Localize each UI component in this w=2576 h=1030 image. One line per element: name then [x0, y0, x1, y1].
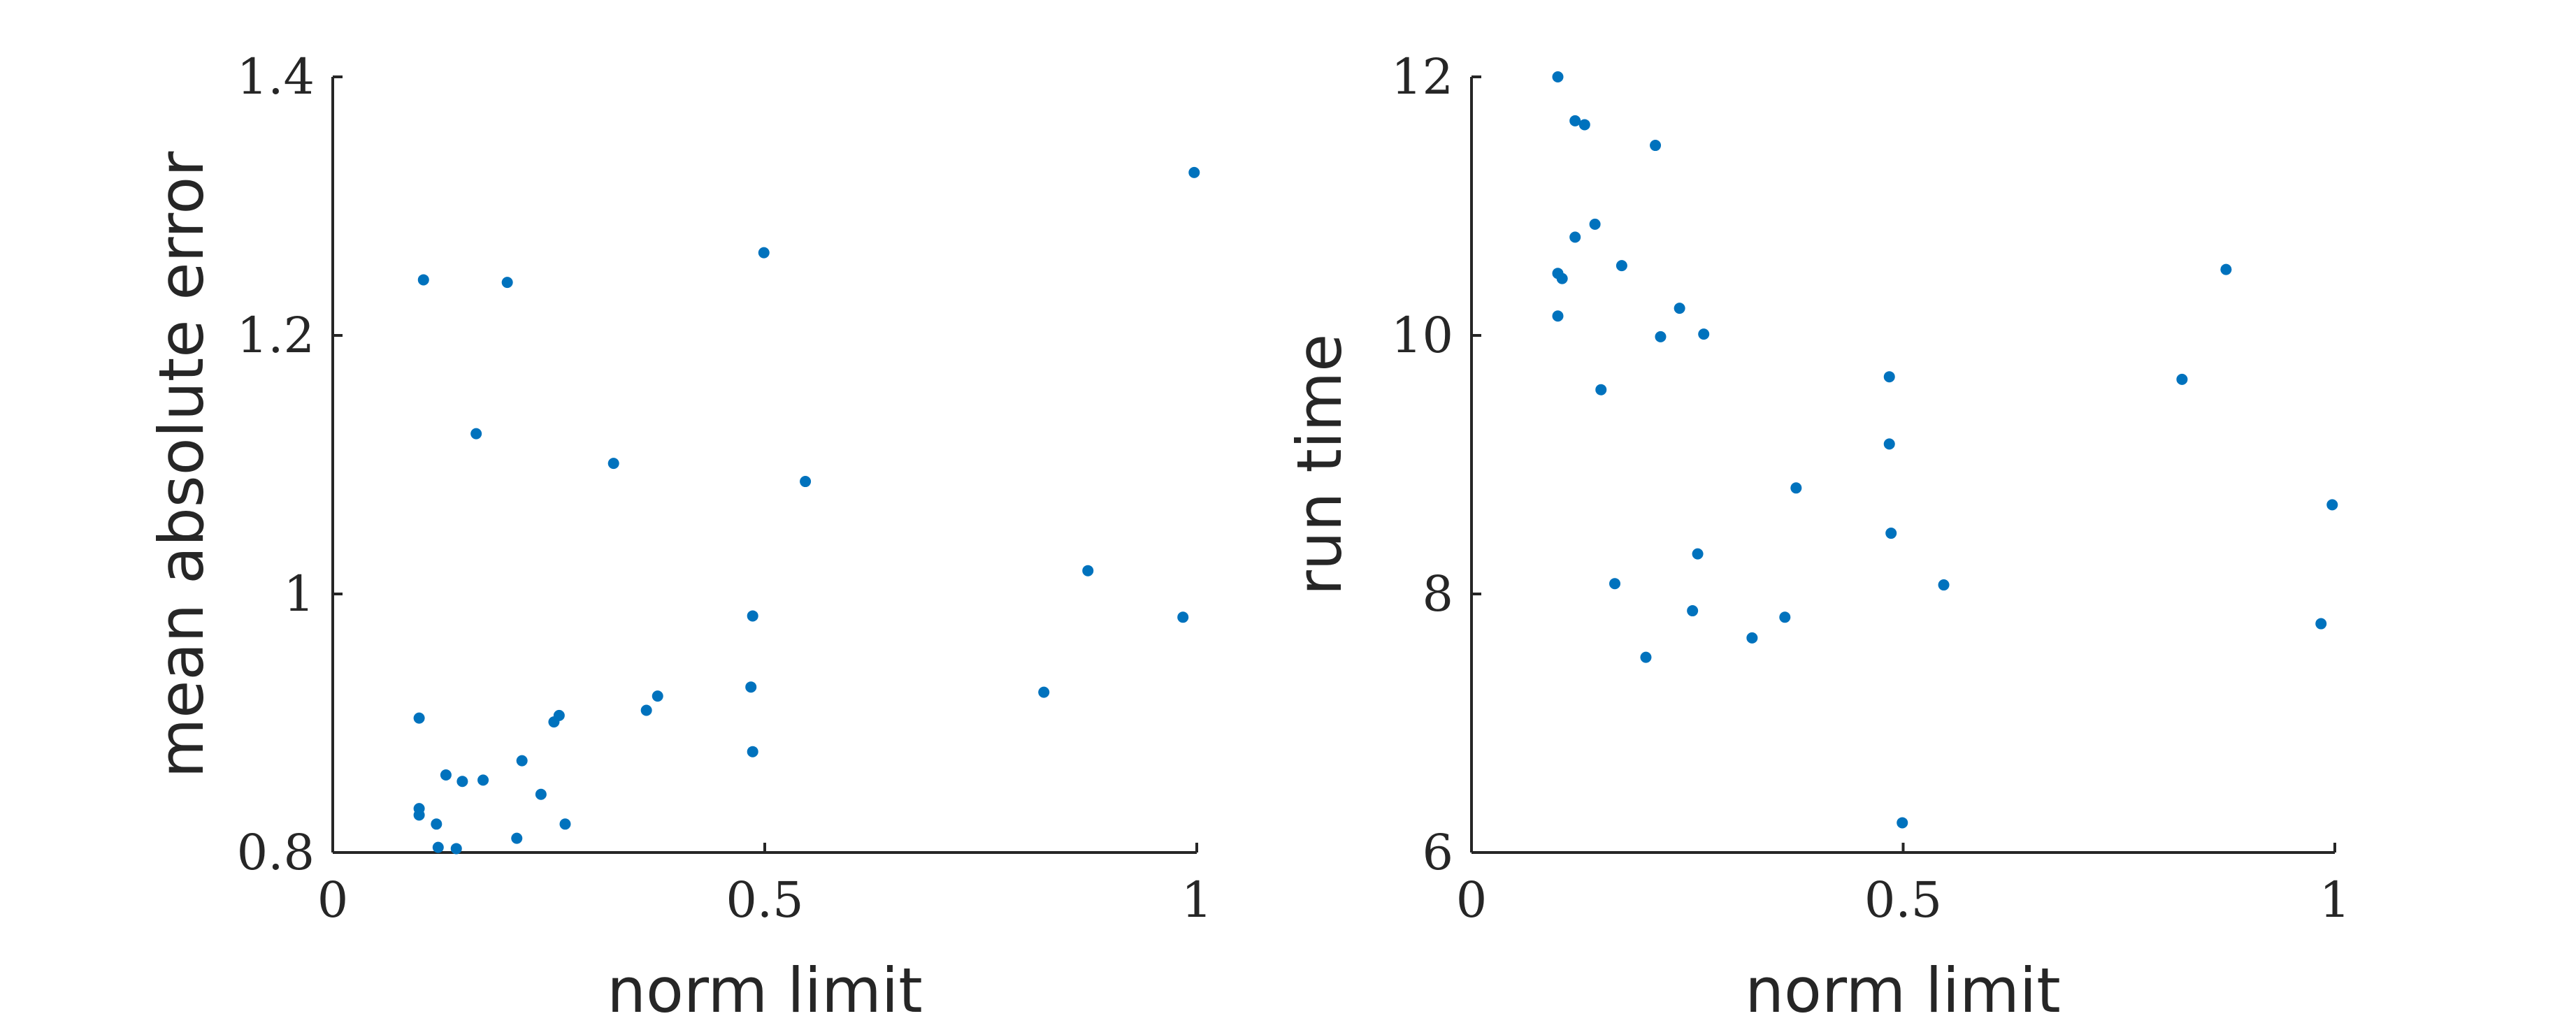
x-tick-label: 1: [2319, 871, 2351, 929]
data-point: [470, 428, 482, 440]
data-point: [1640, 651, 1652, 663]
data-point: [1616, 260, 1627, 272]
data-point: [747, 746, 758, 757]
data-point: [1177, 611, 1189, 623]
x-axis-label: norm limit: [1745, 955, 2061, 1027]
y-tick-label: 1.4: [237, 48, 315, 106]
data-point: [1188, 166, 1200, 178]
data-point: [431, 818, 442, 830]
data-point: [1885, 528, 1897, 539]
point-group: [1552, 71, 2338, 829]
data-point: [1779, 611, 1791, 623]
data-point: [511, 832, 523, 844]
data-point: [747, 610, 758, 622]
x-tick-label: 1: [1181, 871, 1213, 929]
data-point: [1650, 140, 1662, 152]
data-point: [1578, 119, 1590, 131]
y-tick-label: 12: [1391, 48, 1453, 106]
y-tick-label: 1: [283, 565, 315, 623]
point-group: [413, 166, 1200, 855]
data-point: [559, 818, 571, 830]
data-point: [477, 774, 489, 786]
data-point: [2220, 263, 2232, 275]
data-point: [2315, 618, 2327, 630]
data-point: [1687, 605, 1699, 617]
data-point: [758, 247, 770, 259]
data-point: [1609, 578, 1621, 590]
y-tick-label: 1.2: [237, 307, 315, 364]
data-point: [800, 476, 812, 488]
data-point: [1790, 482, 1802, 494]
data-point: [1082, 565, 1094, 576]
x-tick-label: 0: [1456, 871, 1488, 929]
data-point: [1938, 579, 1950, 591]
data-point: [440, 769, 452, 781]
data-point: [1595, 384, 1607, 396]
data-point: [516, 755, 528, 767]
data-point: [1746, 632, 1758, 644]
data-point: [2176, 373, 2188, 385]
data-point: [1698, 328, 1710, 340]
data-point: [1692, 548, 1704, 560]
data-point: [2326, 499, 2338, 511]
data-point: [413, 712, 425, 724]
data-point: [432, 841, 444, 853]
data-point: [1883, 371, 1895, 383]
data-point: [607, 458, 619, 470]
data-point: [501, 277, 513, 289]
data-point: [548, 716, 560, 728]
x-tick-label: 0.5: [1864, 871, 1942, 929]
y-axis-label: run time: [1283, 334, 1355, 596]
y-tick-label: 8: [1422, 565, 1453, 623]
x-tick-label: 0: [317, 871, 349, 929]
data-point: [640, 704, 652, 716]
data-point: [1589, 218, 1601, 230]
data-point: [417, 274, 429, 286]
data-point: [1556, 273, 1568, 284]
data-point: [456, 776, 468, 788]
data-point: [413, 809, 425, 821]
data-point: [1552, 71, 1564, 82]
y-axis-label: mean absolute error: [145, 151, 217, 778]
data-point: [535, 788, 547, 800]
data-point: [652, 690, 663, 702]
y-tick-label: 6: [1422, 824, 1453, 881]
data-point: [1552, 310, 1564, 322]
data-point: [1038, 686, 1050, 698]
tick-group: 0 0.5 1 0.8 1 1.2 1.4: [237, 48, 1213, 929]
data-point: [1897, 817, 1908, 829]
data-point: [1655, 331, 1667, 342]
data-point: [1569, 115, 1581, 126]
data-point: [450, 843, 462, 855]
x-tick-label: 0.5: [726, 871, 803, 929]
panel-mean-absolute-error: 0 0.5 1 0.8 1 1.2 1.4 norm limit mean absolute…: [145, 48, 1212, 1027]
x-axis-label: norm limit: [607, 955, 923, 1027]
tick-group: 0 0.5 1 6 8 10 12: [1391, 48, 2350, 929]
data-point: [1674, 303, 1685, 314]
data-point: [745, 681, 757, 693]
y-tick-label: 10: [1391, 307, 1453, 364]
data-point: [1569, 231, 1581, 243]
y-tick-label: 0.8: [237, 824, 315, 881]
data-point: [1883, 438, 1895, 450]
panel-run-time: 0 0.5 1 6 8 10 12 norm limit run time: [1283, 48, 2350, 1027]
